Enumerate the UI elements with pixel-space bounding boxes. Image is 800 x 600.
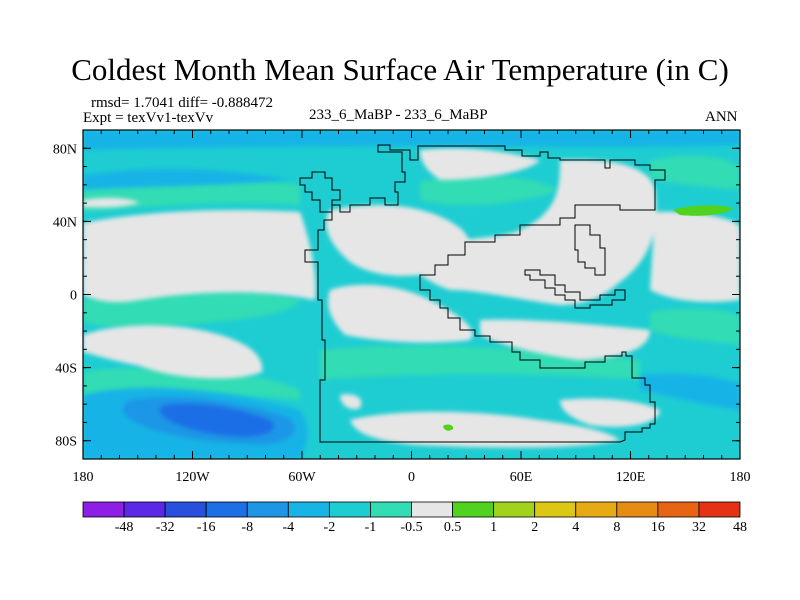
neutral-region [83,197,140,208]
colorbar-label: -32 [156,520,175,535]
stats-label: rmsd= 1.7041 diff= -0.888472 [91,95,274,111]
lon-tick-label: 60W [288,470,316,485]
colorbar-label: -1 [365,520,377,535]
season-label: ANN [705,109,738,125]
cold-region [83,130,740,150]
neutral-region [650,211,740,302]
colorbar-swatch [411,501,453,518]
colorbar-label: -4 [282,520,294,535]
temperature-field [83,130,740,459]
continent-outline [574,224,606,276]
lon-tick-label: 180 [730,470,751,485]
cool-light-region [420,175,560,206]
colorbar-swatch [493,501,536,518]
neutral-region [340,394,362,410]
colorbar-label: -0.5 [400,520,422,535]
continent-outline [524,269,626,309]
lon-tick-label: 60E [510,470,533,485]
colorbar-swatch [657,501,700,518]
experiment-label: Expt = texVv1-texVv [83,110,214,126]
lon-tick-label: 0 [408,470,415,485]
colorbar-swatch [698,501,741,518]
colorbar-swatch [370,501,412,518]
colorbar-swatch [534,501,577,518]
colorbar-label: 1 [490,520,497,535]
continent-outline [299,171,341,213]
lat-tick-label: 80N [53,142,77,157]
coldest-region [159,403,274,437]
colorbar-label: -2 [324,520,336,535]
axis-ticks: 80N 40N 0 40S 80S 180 120W 60W 0 60E 120E 180 [53,129,751,485]
colorbar: -48 -32 -16 -8 -4 -2 -1 -0.5 0.5 1 2 4 8 16 32 48 [82,501,747,535]
neutral-region [350,411,620,448]
colorbar-label: 48 [733,520,747,535]
colorbar-swatch [205,501,248,518]
colorbar-label: 2 [531,520,538,535]
lat-tick-label: 40N [53,215,77,230]
colorbar-swatch [616,501,659,518]
cool-light-region [650,308,740,345]
colorbar-label: 16 [651,520,665,535]
lon-tick-label: 120E [616,470,646,485]
colorbar-swatch [287,501,330,518]
colorbar-swatch [123,501,166,518]
neutral-region [83,325,263,379]
lon-tick-label: 180 [73,470,94,485]
colorbar-label: 4 [572,520,579,535]
lat-tick-label: 40S [55,362,77,377]
cool-light-region [650,155,740,190]
neutral-region [407,159,657,305]
colorbar-swatch [328,501,371,518]
neutral-region [326,205,471,276]
colorbar-swatch [575,501,618,518]
colorbar-swatch [164,501,207,518]
colorbar-label: 32 [692,520,706,535]
neutral-region [328,284,473,343]
neutral-region [420,148,540,180]
colorbar-label: 0.5 [444,520,462,535]
warm-patch [673,205,733,216]
colorbar-swatch [246,501,289,518]
colorbar-label: -8 [241,520,253,535]
colorbar-swatch [82,501,125,518]
neutral-region [480,319,650,360]
lon-tick-label: 120W [175,470,210,485]
warm-patch [443,424,454,431]
colorbar-label: 8 [613,520,620,535]
neutral-region [560,398,660,427]
lat-tick-label: 80S [55,435,77,450]
lat-tick-label: 0 [70,289,77,304]
cold-region [640,373,740,410]
neutral-region [83,210,316,303]
colorbar-swatch [452,501,495,518]
cold-region [83,168,290,190]
continent-outline [304,144,666,443]
case-label: 233_6_MaBP - 233_6_MaBP [309,107,488,123]
page-title: Coldest Month Mean Surface Air Temperatu… [71,52,729,87]
colorbar-label: -48 [115,520,134,535]
colorbar-label: -16 [197,520,216,535]
